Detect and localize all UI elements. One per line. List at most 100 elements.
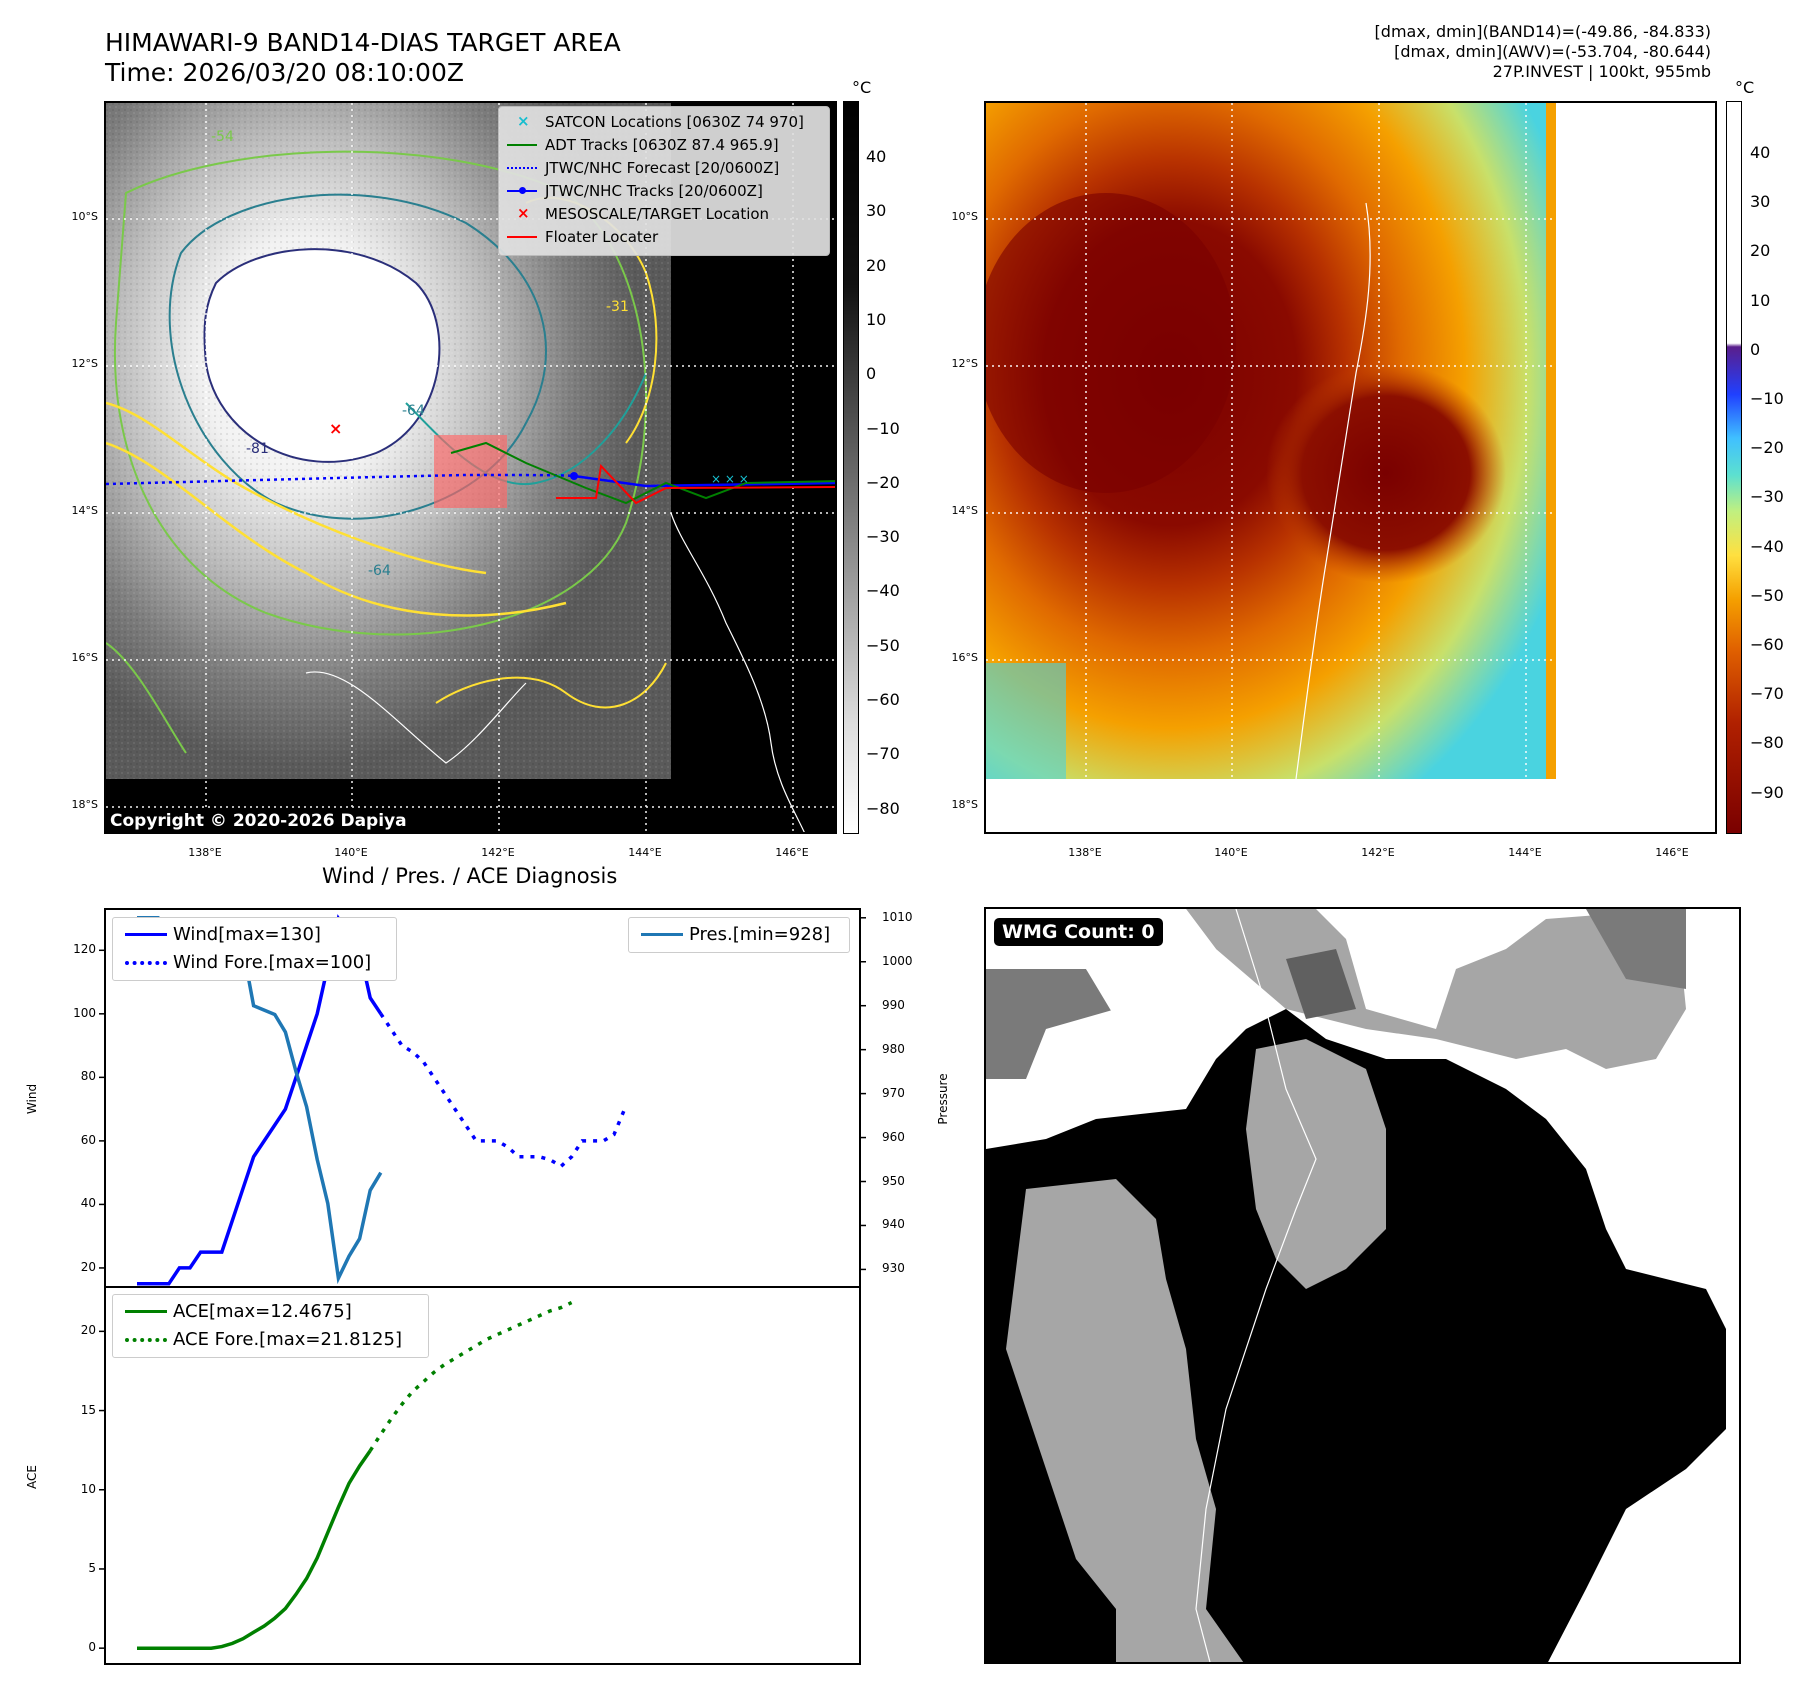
legend-label: JTWC/NHC Forecast [20/0600Z] [545, 159, 780, 177]
ace-series-line [137, 1449, 372, 1650]
contour-label-5: -54 [211, 129, 234, 145]
legend-label: Wind[max=130] [173, 923, 321, 945]
colorbar-tick-label: −90 [1750, 782, 1784, 802]
floater-locater-line [556, 463, 835, 505]
wind-legend: Wind[max=130] Wind Fore.[max=100] [112, 917, 397, 981]
colorbar-tick-label: 20 [866, 255, 887, 275]
lon-label: 142°E [1361, 846, 1395, 859]
lat-label: 12°S [951, 357, 978, 370]
title-time: Time: 2026/03/20 08:10:00Z [105, 58, 464, 87]
ace-axis-tick: 5 [88, 1560, 96, 1575]
lat-label: 18°S [951, 798, 978, 811]
pressure-axis-tick: 950 [882, 1173, 905, 1188]
colorbar-tick-label: 20 [1750, 241, 1771, 261]
colorbar-tick-label: −50 [1750, 585, 1784, 605]
pressure-legend: Pres.[min=928] [628, 917, 850, 953]
target-x-icon: × [517, 204, 530, 222]
legend-label: Pres.[min=928] [689, 923, 831, 945]
pressure-axis-tick: 960 [882, 1129, 905, 1144]
solid-line-icon [125, 933, 167, 936]
wind-axis-tick: 100 [73, 1005, 96, 1020]
storm-info: 27P.INVEST | 100kt, 955mb [1492, 62, 1711, 81]
ace-axis-tick: 20 [80, 1323, 96, 1338]
legend-label: Wind Fore.[max=100] [173, 951, 372, 973]
target-area-box [434, 435, 507, 508]
color-ir-map-panel [984, 101, 1717, 834]
lat-label: 12°S [71, 357, 98, 370]
legend-item-target: × MESOSCALE/TARGET Location [505, 203, 769, 225]
colorbar-tick-label: −80 [1750, 733, 1784, 753]
lon-label: 146°E [1655, 846, 1689, 859]
solid-line-icon [507, 144, 537, 146]
pressure-axis-tick: 1010 [882, 909, 913, 924]
pressure-axis-tick: 930 [882, 1261, 905, 1276]
wmg-map-svg [986, 909, 1739, 1662]
legend-item-ace-forecast: ACE Fore.[max=21.8125] [121, 1326, 402, 1352]
legend-item-pressure: Pres.[min=928] [637, 921, 830, 947]
colorbar-gray [843, 101, 859, 834]
legend-item-tracks: JTWC/NHC Tracks [20/0600Z] [505, 180, 763, 202]
contour-label-2: -64 [402, 403, 425, 419]
title-satellite: HIMAWARI-9 BAND14-DIAS TARGET AREA [105, 28, 621, 57]
wmg-map-panel [984, 907, 1741, 1664]
legend-label: ACE[max=12.4675] [173, 1300, 352, 1322]
wmg-gray-region [1006, 1179, 1244, 1662]
legend-label: ACE Fore.[max=21.8125] [173, 1328, 402, 1350]
colorbar-tick-label: 30 [1750, 192, 1771, 212]
lon-label: 140°E [1214, 846, 1248, 859]
colorbar-tick-label: 40 [1750, 143, 1771, 162]
copyright-label: Copyright © 2020-2026 Dapiya [106, 810, 411, 832]
ir-map-svg: × × × × [106, 103, 835, 832]
stats-header: [dmax, dmin](BAND14)=(-49.86, -84.833) [… [1375, 22, 1711, 82]
ace-axis-tick: 0 [88, 1640, 96, 1655]
ace-forecast-series-line [368, 1301, 573, 1452]
pressure-axis-tick: 980 [882, 1041, 905, 1056]
colorbar-tick-label: −20 [1750, 438, 1784, 458]
lon-label: 144°E [628, 846, 662, 859]
colorbar-tick-label: −10 [866, 418, 900, 438]
colorbar-tick-label: −70 [866, 744, 900, 764]
legend-item-wind: Wind[max=130] [121, 921, 321, 947]
colorbar-tick-label: −50 [866, 635, 900, 655]
wind-axis-tick: 80 [80, 1069, 96, 1084]
legend-item-floater: Floater Locater [505, 226, 658, 248]
solid-line-icon [641, 933, 683, 936]
lat-label: 14°S [951, 504, 978, 517]
jtwc-forecast-line [106, 473, 575, 486]
legend-label: Floater Locater [545, 228, 659, 246]
colorbar-tick-label: −30 [866, 527, 900, 547]
colorbar-tick-label: −40 [866, 581, 900, 601]
colorbar-tick-label: 30 [866, 201, 887, 221]
colorbar-tick-label: −20 [866, 472, 900, 492]
wmg-count-label: WMG Count: 0 [994, 918, 1163, 946]
lon-label: 138°E [1068, 846, 1102, 859]
legend-label: SATCON Locations [0630Z 74 970] [545, 113, 804, 131]
ace-axes [104, 1286, 861, 1665]
colorbar-tick-label: −30 [1750, 487, 1784, 507]
wind-axis-tick: 20 [80, 1259, 96, 1274]
jtwc-track-point [570, 472, 578, 480]
diagnosis-title: Wind / Pres. / ACE Diagnosis [322, 864, 618, 888]
diagnosis-chart [99, 908, 866, 1665]
lat-label: 16°S [951, 651, 978, 664]
colorbar-tick-label: 10 [1750, 290, 1771, 310]
solid-line-icon [507, 236, 537, 238]
colorbar-color-unit: °C [1735, 78, 1755, 97]
map-legend: × SATCON Locations [0630Z 74 970] ADT Tr… [498, 106, 830, 256]
dotted-line-icon [125, 1338, 167, 1342]
legend-item-forecast: JTWC/NHC Forecast [20/0600Z] [505, 157, 779, 179]
colorbar-tick-label: −70 [1750, 684, 1784, 704]
lat-label: 14°S [71, 504, 98, 517]
pressure-axis-tick: 940 [882, 1217, 905, 1232]
wind-axis-label: Wind [25, 1083, 39, 1115]
colorbar-tick-label: −60 [866, 690, 900, 709]
ace-legend: ACE[max=12.4675] ACE Fore.[max=21.8125] [112, 1294, 429, 1358]
legend-label: MESOSCALE/TARGET Location [545, 205, 770, 223]
lat-label: 10°S [951, 210, 978, 223]
colorbar-tick-label: 0 [866, 364, 877, 384]
ir-map-panel: × × × × -31 -64 -81 -64 -54 [104, 101, 837, 834]
ace-axis-label: ACE [25, 1465, 39, 1489]
wmg-coastline [1195, 909, 1317, 1662]
lon-label: 142°E [481, 846, 515, 859]
colorbar-tick-label: −80 [866, 798, 900, 818]
